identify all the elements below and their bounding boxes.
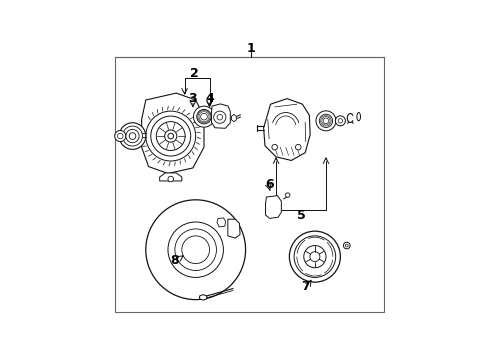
Circle shape bbox=[118, 133, 123, 139]
Text: 7: 7 bbox=[301, 280, 310, 293]
Text: 3: 3 bbox=[189, 92, 197, 105]
Circle shape bbox=[156, 210, 236, 290]
Circle shape bbox=[304, 246, 326, 268]
Text: 6: 6 bbox=[265, 178, 273, 191]
Circle shape bbox=[160, 214, 232, 286]
Circle shape bbox=[168, 176, 173, 182]
Circle shape bbox=[194, 106, 215, 127]
Text: 4: 4 bbox=[205, 92, 214, 105]
Circle shape bbox=[294, 236, 336, 278]
Polygon shape bbox=[142, 93, 204, 174]
Circle shape bbox=[182, 236, 210, 264]
Circle shape bbox=[168, 133, 173, 139]
Circle shape bbox=[119, 123, 146, 149]
Circle shape bbox=[152, 206, 240, 293]
Circle shape bbox=[290, 231, 341, 282]
Circle shape bbox=[343, 242, 350, 249]
Circle shape bbox=[319, 114, 333, 127]
Circle shape bbox=[201, 113, 207, 120]
Circle shape bbox=[175, 229, 217, 270]
Circle shape bbox=[217, 114, 222, 120]
Circle shape bbox=[310, 252, 320, 262]
Polygon shape bbox=[160, 173, 182, 181]
Circle shape bbox=[272, 144, 277, 150]
Circle shape bbox=[151, 116, 191, 156]
Circle shape bbox=[129, 133, 136, 139]
Circle shape bbox=[122, 126, 143, 146]
Polygon shape bbox=[232, 114, 236, 122]
Circle shape bbox=[316, 111, 336, 131]
Circle shape bbox=[197, 109, 211, 124]
Text: 2: 2 bbox=[190, 67, 198, 80]
Text: 5: 5 bbox=[296, 209, 305, 222]
Circle shape bbox=[126, 129, 139, 143]
Circle shape bbox=[214, 111, 226, 123]
Circle shape bbox=[148, 202, 244, 297]
Polygon shape bbox=[199, 294, 207, 300]
Text: 1: 1 bbox=[247, 42, 255, 55]
Circle shape bbox=[156, 122, 185, 150]
Polygon shape bbox=[264, 99, 310, 161]
Polygon shape bbox=[228, 219, 240, 238]
Polygon shape bbox=[212, 104, 230, 128]
Circle shape bbox=[338, 118, 343, 123]
Circle shape bbox=[335, 116, 345, 126]
Polygon shape bbox=[217, 218, 225, 227]
Circle shape bbox=[323, 118, 329, 123]
Text: 8: 8 bbox=[171, 254, 179, 267]
Circle shape bbox=[168, 222, 223, 278]
Polygon shape bbox=[266, 195, 281, 219]
Circle shape bbox=[146, 111, 196, 161]
Circle shape bbox=[286, 193, 290, 197]
Circle shape bbox=[115, 131, 126, 141]
Circle shape bbox=[146, 200, 245, 300]
Circle shape bbox=[345, 244, 348, 247]
Ellipse shape bbox=[357, 112, 361, 121]
Circle shape bbox=[295, 144, 301, 150]
Circle shape bbox=[165, 130, 177, 142]
